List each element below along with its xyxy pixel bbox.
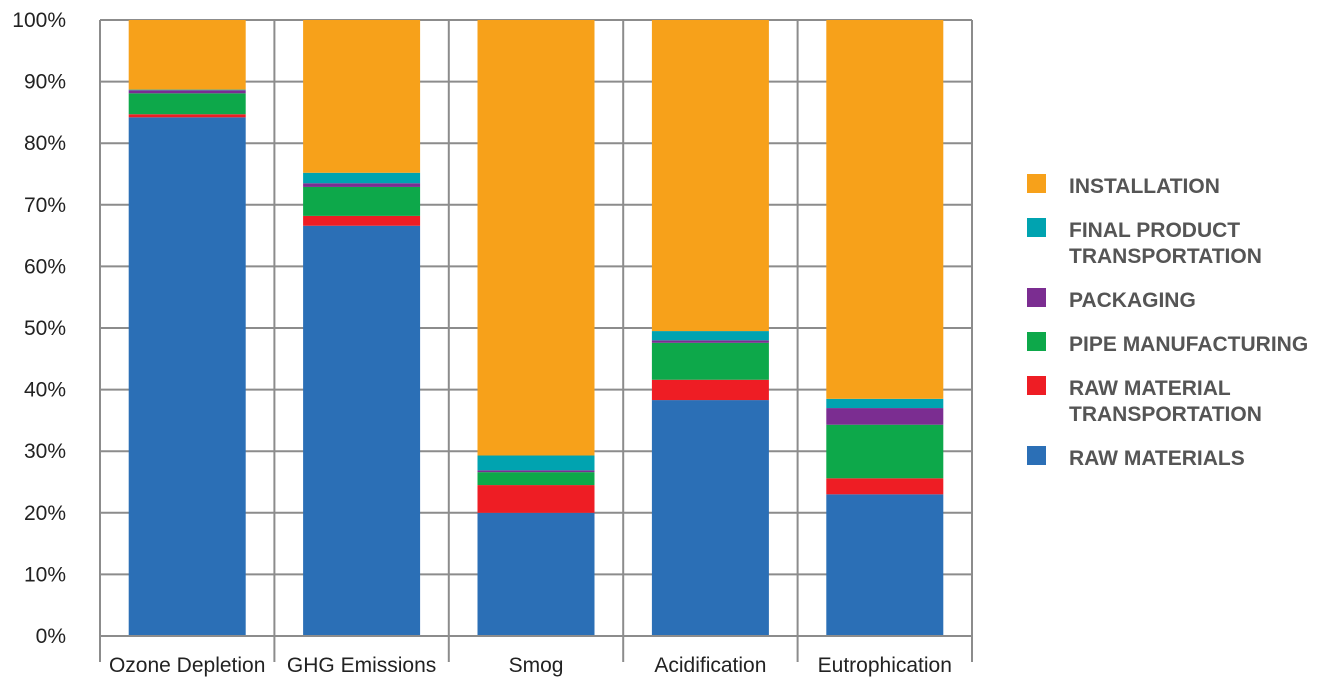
legend-swatch: [1027, 376, 1046, 395]
y-tick-label: 50%: [24, 317, 66, 340]
bar-segment-raw-materials: [826, 494, 944, 636]
bar-segment-packaging: [477, 470, 595, 473]
y-tick-label: 30%: [24, 440, 66, 463]
legend-label: PIPE MANUFACTURING: [1069, 333, 1308, 356]
y-tick-label: 0%: [36, 625, 66, 648]
bar-segment-installation: [303, 20, 421, 173]
x-category-label: Acidification: [654, 654, 766, 677]
y-tick-label: 100%: [12, 9, 66, 32]
bar-segment-packaging: [826, 408, 944, 425]
y-tick-label: 70%: [24, 194, 66, 217]
y-tick-label: 80%: [24, 132, 66, 155]
legend-swatch: [1027, 288, 1046, 307]
bar-segment-pipe-manufacturing: [477, 472, 595, 486]
bar-segment-raw-materials: [477, 512, 595, 636]
bar-segment-final-product-transportation: [651, 331, 769, 341]
bar-segment-packaging: [303, 183, 421, 187]
bar-segment-final-product-transportation: [826, 398, 944, 409]
bar-segment-raw-material-transportation: [477, 485, 595, 513]
legend-label: FINAL PRODUCT TRANSPORTATION: [1069, 219, 1262, 268]
legend-label: INSTALLATION: [1069, 175, 1220, 198]
y-tick-label: 20%: [24, 502, 66, 525]
legend-item: PIPE MANUFACTURING: [1027, 332, 1308, 356]
legend-swatch: [1027, 332, 1046, 351]
bar-segment-final-product-transportation: [128, 89, 246, 91]
legend-label: RAW MATERIALS: [1069, 447, 1245, 470]
bar-segment-raw-materials: [128, 117, 246, 636]
axis-layer: [99, 20, 972, 637]
y-tick-label: 40%: [24, 379, 66, 402]
y-tick-label: 60%: [24, 255, 66, 278]
bar-segment-installation: [477, 20, 595, 456]
legend-label: PACKAGING: [1069, 289, 1196, 312]
bar-segment-pipe-manufacturing: [651, 342, 769, 380]
bar-segment-pipe-manufacturing: [826, 424, 944, 479]
legend-item: RAW MATERIAL TRANSPORTATION: [1027, 376, 1262, 426]
legend-item: FINAL PRODUCT TRANSPORTATION: [1027, 218, 1262, 268]
bar-segment-installation: [651, 20, 769, 332]
y-tick-label: 90%: [24, 71, 66, 94]
bar-layer: [128, 20, 944, 636]
x-category-label: GHG Emissions: [287, 654, 436, 677]
bar-segment-installation: [128, 20, 246, 90]
legend-item: PACKAGING: [1027, 288, 1196, 312]
bar-segment-packaging: [651, 340, 769, 343]
x-category-label: Smog: [509, 654, 564, 677]
bar-segment-pipe-manufacturing: [128, 93, 246, 115]
legend-swatch: [1027, 446, 1046, 465]
bar-segment-raw-materials: [303, 225, 421, 636]
x-category-label: Ozone Depletion: [109, 654, 265, 677]
bar-segment-final-product-transportation: [303, 172, 421, 184]
legend-swatch: [1027, 218, 1046, 237]
bar-segment-packaging: [128, 90, 246, 94]
bar-segment-raw-material-transportation: [826, 478, 944, 495]
legend: INSTALLATION FINAL PRODUCT TRANSPORTATION P…: [1027, 174, 1308, 470]
bar-segment-pipe-manufacturing: [303, 186, 421, 216]
x-category-label: Eutrophication: [818, 654, 952, 677]
bar-segment-raw-material-transportation: [303, 215, 421, 226]
bar-segment-raw-materials: [651, 400, 769, 636]
bar-segment-raw-material-transportation: [128, 114, 246, 118]
bar-segment-installation: [826, 20, 944, 399]
legend-item: RAW MATERIALS: [1027, 446, 1245, 470]
bar-segment-final-product-transportation: [477, 455, 595, 471]
y-tick-label: 10%: [24, 563, 66, 586]
legend-swatch: [1027, 174, 1046, 193]
bar-segment-raw-material-transportation: [651, 379, 769, 401]
label-layer: 0% 10% 20% 30% 40% 50% 60% 70% 80% 90% 100% Ozone D…: [12, 9, 952, 677]
legend-item: INSTALLATION: [1027, 174, 1220, 198]
legend-label: RAW MATERIAL TRANSPORTATION: [1069, 377, 1262, 426]
